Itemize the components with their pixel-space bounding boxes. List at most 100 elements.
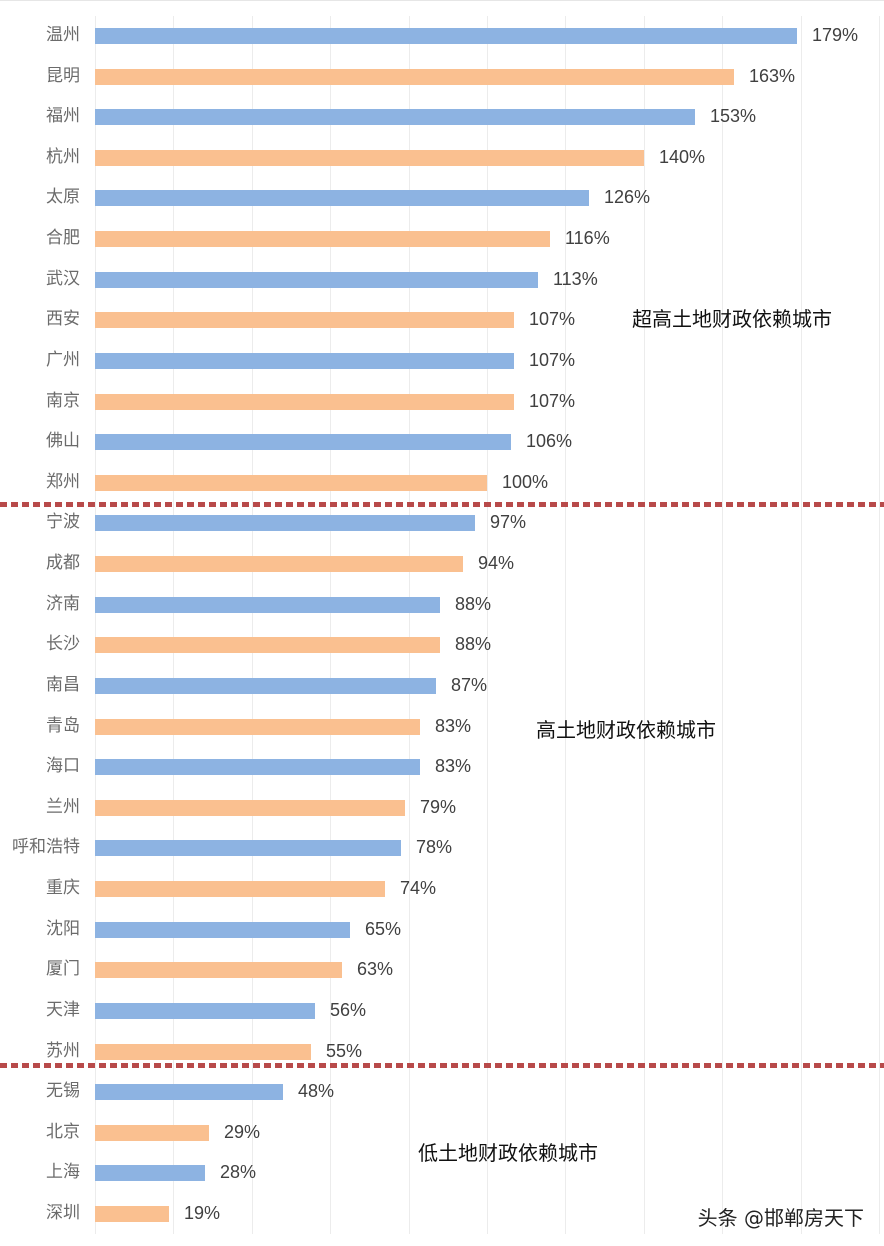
category-label: 温州 [46,25,80,45]
bar-row: 天津 56% [0,991,884,1031]
gridline [252,16,253,1234]
gridline [879,16,880,1234]
gridline [801,16,802,1234]
group-label-high: 高土地财政依赖城市 [536,718,716,742]
bar-row: 呼和浩特 78% [0,828,884,868]
value-label: 97% [490,512,527,532]
value-label: 107% [529,309,576,329]
bar [95,1125,209,1141]
bar [95,231,550,247]
value-label: 63% [357,959,394,979]
bar-row: 宁波 97% [0,503,884,543]
value-label: 113% [553,269,598,289]
category-label: 宁波 [46,512,80,532]
value-label: 163% [749,66,796,86]
bar-row: 温州 179% [0,16,884,56]
value-label: 87% [451,675,488,695]
category-label: 成都 [46,553,80,573]
category-label: 杭州 [46,147,80,167]
bar [95,353,514,369]
bar-row: 上海 28% [0,1153,884,1193]
value-label: 78% [416,837,453,857]
category-label: 重庆 [46,878,80,898]
value-label: 116% [565,228,610,248]
bar [95,475,487,491]
bar [95,556,463,572]
bar-row: 沈阳 65% [0,910,884,950]
bar-row: 郑州 100% [0,463,884,503]
bar-row: 无锡 48% [0,1072,884,1112]
value-label: 74% [400,878,437,898]
category-label: 济南 [46,594,80,614]
bar-row: 重庆 74% [0,869,884,909]
value-label: 48% [298,1081,335,1101]
value-label: 88% [455,594,492,614]
value-label: 83% [435,756,472,776]
bar [95,840,401,856]
bar [95,150,644,166]
value-label: 106% [526,431,573,451]
value-label: 107% [529,350,576,370]
bar [95,1044,311,1060]
value-label: 65% [365,919,402,939]
bar [95,28,797,44]
bar [95,678,436,694]
bar [95,190,589,206]
category-label: 兰州 [46,797,80,817]
gridline [487,16,488,1234]
category-label: 西安 [46,309,80,329]
bar-row: 广州 107% [0,341,884,381]
value-label: 88% [455,634,492,654]
bar [95,1206,169,1222]
bar-row: 太原 126% [0,178,884,218]
bar-row: 长沙 88% [0,625,884,665]
value-label: 55% [326,1041,363,1061]
bar-row: 青岛 83% [0,707,884,747]
category-label: 海口 [46,756,80,776]
value-label: 179% [812,25,859,45]
gridline [330,16,331,1234]
bar-row: 佛山 106% [0,422,884,462]
category-label: 上海 [46,1162,80,1182]
category-label: 天津 [46,1000,80,1020]
bar [95,881,385,897]
bar [95,597,440,613]
bar-row: 合肥 116% [0,219,884,259]
value-label: 56% [330,1000,367,1020]
bar [95,1165,205,1181]
gridline [644,16,645,1234]
value-label: 28% [220,1162,257,1182]
category-label: 广州 [46,350,80,370]
category-label: 昆明 [46,66,80,86]
bar [95,515,475,531]
category-label: 福州 [46,106,80,126]
value-label: 83% [435,716,472,736]
category-label: 青岛 [46,716,80,736]
value-label: 100% [502,472,549,492]
gridline [95,16,96,1234]
watermark: 头条 @邯郸房天下 [697,1206,864,1230]
category-label: 沈阳 [46,919,80,939]
bar-row: 昆明 163% [0,57,884,97]
bar-row: 成都 94% [0,544,884,584]
category-label: 郑州 [46,472,80,492]
bar [95,69,734,85]
value-label: 79% [420,797,457,817]
value-label: 140% [659,147,706,167]
bar [95,1084,283,1100]
bar-row: 武汉 113% [0,260,884,300]
bar-row: 南京 107% [0,382,884,422]
value-label: 94% [478,553,515,573]
bar [95,719,420,735]
bar-row: 深圳 19% [0,1194,884,1234]
category-label: 佛山 [46,431,80,451]
bar [95,434,511,450]
category-label: 合肥 [46,228,80,248]
gridline [722,16,723,1234]
bar [95,272,538,288]
bar-row: 济南 88% [0,585,884,625]
category-label: 无锡 [46,1081,80,1101]
bar-row: 南昌 87% [0,666,884,706]
bar [95,962,342,978]
